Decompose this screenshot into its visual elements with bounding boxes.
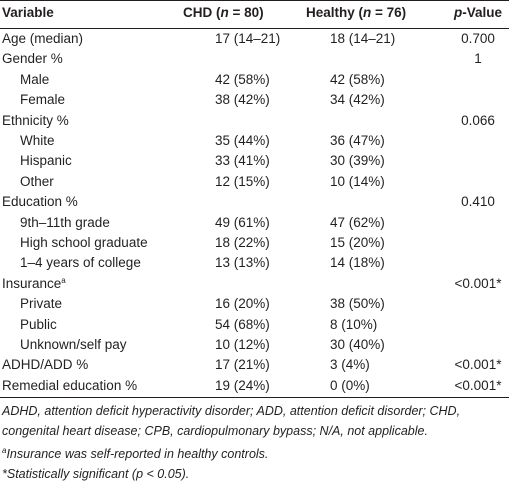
variable-text: Insurance <box>2 275 62 291</box>
header-text: p <box>453 5 463 20</box>
healthy-cell: 3 (4%) <box>330 357 370 373</box>
chd-cell: 10 (12%) <box>215 337 270 352</box>
variable-text: Private <box>20 296 63 312</box>
header-variable: Variable <box>2 5 54 20</box>
healthy-cell: 14 (18%) <box>330 255 385 271</box>
p-cell: <0.001* <box>454 377 502 393</box>
healthy-cell: 47 (62%) <box>330 214 385 230</box>
variable-text: Education % <box>2 194 78 210</box>
variable-cell: Gender % <box>2 49 63 69</box>
variable-text: Female <box>20 92 66 108</box>
chd-cell: 33 (41%) <box>215 153 270 169</box>
chd-cell: 35 (44%) <box>215 133 270 148</box>
footnote: aInsurance was self-reported in healthy … <box>2 444 507 464</box>
chd-cell: 13 (13%) <box>215 255 270 271</box>
healthy-cell: 18 (14–21) <box>330 31 396 46</box>
variable-text: Age (median) <box>2 31 84 46</box>
variable-text: Other <box>20 173 54 189</box>
chd-cell: 17 (21%) <box>215 357 270 373</box>
healthy-cell: 38 (50%) <box>330 296 385 312</box>
variable-text: ADHD/ADD % <box>2 357 89 373</box>
top-rule <box>0 0 509 1</box>
chd-cell: 38 (42%) <box>215 92 270 108</box>
chd-cell: 16 (20%) <box>215 296 270 312</box>
variable-cell: Age (median) <box>2 29 83 49</box>
variable-cell: 1–4 years of college <box>20 253 141 273</box>
healthy-cell: 34 (42%) <box>330 92 385 108</box>
header-text: Healthy ( <box>306 5 364 20</box>
chd-cell: 42 (58%) <box>215 71 270 87</box>
healthy-cell: 42 (58%) <box>330 71 385 87</box>
variable-cell: Remedial education % <box>2 376 137 396</box>
variable-cell: Insurancea <box>2 274 66 294</box>
variable-cell: 9th–11th grade <box>20 213 110 233</box>
variable-cell: White <box>20 131 55 151</box>
variable-text: Hispanic <box>20 153 72 169</box>
chd-cell: 12 (15%) <box>215 173 270 189</box>
healthy-cell: 15 (20%) <box>330 235 385 250</box>
variable-text: 1–4 years of college <box>20 255 141 271</box>
variable-text: Ethnicity % <box>2 112 69 128</box>
header-p: p-Value <box>438 3 509 23</box>
variable-text: Remedial education % <box>2 377 138 393</box>
healthy-cell: 30 (39%) <box>330 153 385 169</box>
footnote: *Statistically significant (p < 0.05). <box>2 467 190 481</box>
p-cell: 1 <box>474 51 482 67</box>
footnote-text: Insurance was self-reported in healthy c… <box>6 447 269 461</box>
header-text: n <box>220 5 229 20</box>
header-healthy: Healthy (n = 76) <box>306 3 406 23</box>
healthy-cell: 10 (14%) <box>330 173 385 189</box>
header-text: -Value <box>462 5 503 20</box>
bottom-rule <box>0 397 509 398</box>
chd-cell: 49 (61%) <box>215 214 270 230</box>
header-text: = 80) <box>228 5 264 20</box>
variable-cell: Ethnicity % <box>2 111 69 131</box>
variable-text: High school graduate <box>20 235 148 250</box>
header-text: CHD ( <box>183 5 221 20</box>
variable-text: Unknown/self pay <box>20 337 127 352</box>
chd-cell: 18 (22%) <box>215 235 270 250</box>
header-rule <box>0 28 509 29</box>
variable-text: Public <box>20 316 57 332</box>
chd-cell: 19 (24%) <box>215 377 270 393</box>
variable-cell: Other <box>20 172 54 192</box>
p-cell: 0.700 <box>461 31 495 46</box>
healthy-cell: 36 (47%) <box>330 133 385 148</box>
variable-text: Gender % <box>2 51 63 67</box>
footnote-mark: a <box>2 446 7 455</box>
header-chd: CHD (n = 80) <box>183 3 264 23</box>
variable-text: Male <box>20 71 50 87</box>
variable-cell: Education % <box>2 192 78 212</box>
variable-cell: Male <box>20 70 49 90</box>
chd-cell: 17 (14–21) <box>215 31 281 46</box>
p-cell: <0.001* <box>454 275 502 291</box>
variable-cell: Private <box>20 294 62 314</box>
healthy-cell: 30 (40%) <box>330 337 385 352</box>
variable-cell: ADHD/ADD % <box>2 355 88 375</box>
variable-note: a <box>61 275 66 285</box>
variable-cell: Unknown/self pay <box>20 335 127 355</box>
variable-cell: High school graduate <box>20 233 148 253</box>
p-cell: <0.001* <box>454 357 502 373</box>
footnote: ADHD, attention deficit hyperactivity di… <box>2 404 461 438</box>
header-text: n <box>363 5 372 20</box>
variable-cell: Hispanic <box>20 151 72 171</box>
variable-cell: Public <box>20 315 57 335</box>
variable-cell: Female <box>20 90 65 110</box>
healthy-cell: 8 (10%) <box>330 316 378 332</box>
variable-text: 9th–11th grade <box>20 214 110 230</box>
header-text: = 76) <box>371 5 407 20</box>
p-cell: 0.410 <box>461 194 495 210</box>
variable-text: White <box>20 133 55 148</box>
healthy-cell: 0 (0%) <box>330 377 370 393</box>
chd-cell: 54 (68%) <box>215 316 270 332</box>
p-cell: 0.066 <box>461 112 495 128</box>
